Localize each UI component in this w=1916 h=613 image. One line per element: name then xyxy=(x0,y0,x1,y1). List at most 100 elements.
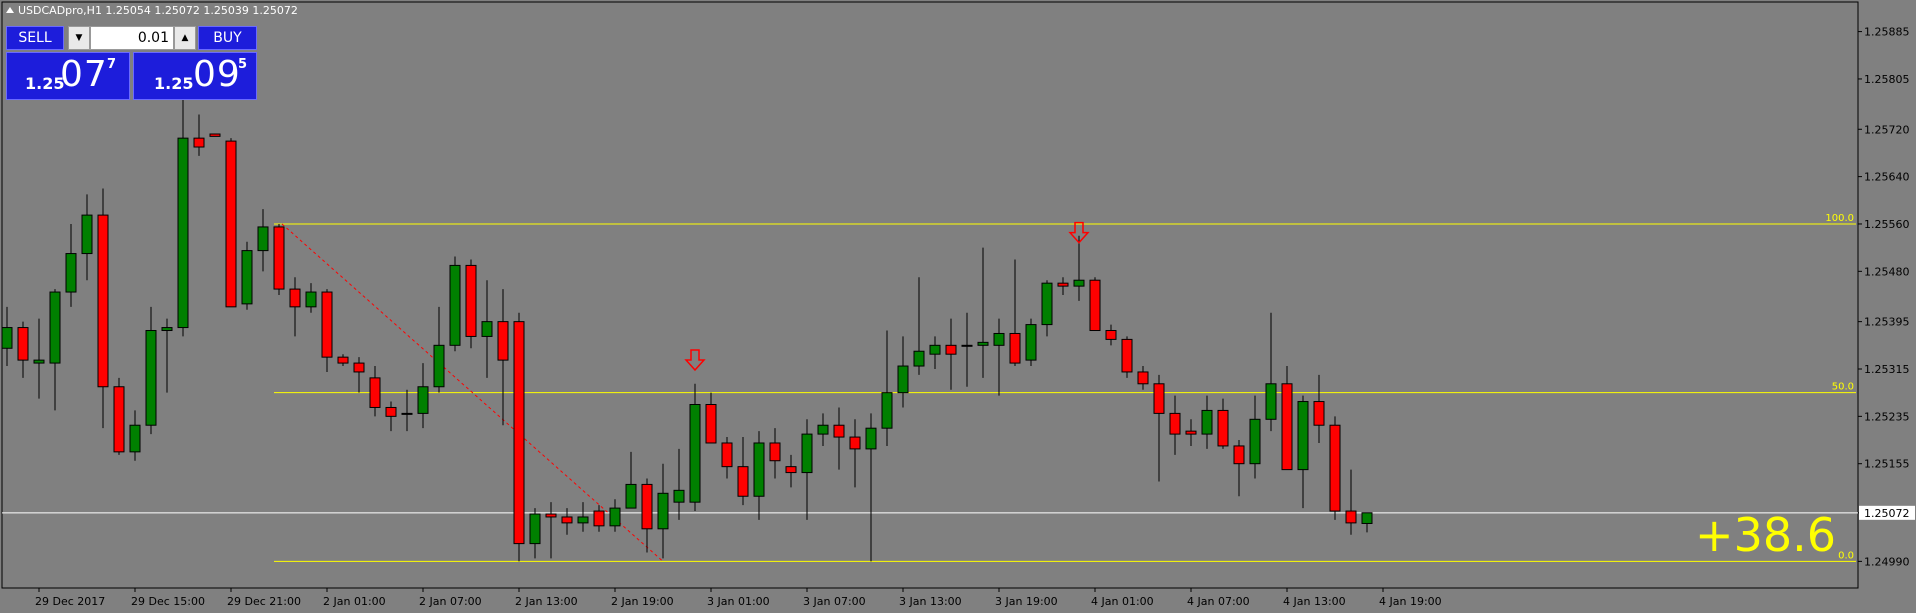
bearish-candle xyxy=(1137,371,1149,385)
x-axis-label: 3 Jan 13:00 xyxy=(899,595,962,608)
x-axis-label: 3 Jan 01:00 xyxy=(707,595,770,608)
bearish-candle xyxy=(193,137,205,148)
chart-title: USDCADpro,H1 1.25054 1.25072 1.25039 1.2… xyxy=(18,4,298,17)
bearish-candle xyxy=(705,404,717,444)
y-axis-label: 1.25480 xyxy=(1864,265,1910,278)
bullish-candle xyxy=(1249,418,1261,465)
sell-price-pips: 07 xyxy=(60,54,108,95)
x-axis-label: 4 Jan 01:00 xyxy=(1091,595,1154,608)
x-axis-label: 3 Jan 07:00 xyxy=(803,595,866,608)
bearish-candle xyxy=(1009,332,1021,364)
bearish-candle xyxy=(1153,383,1165,414)
bullish-candle xyxy=(305,291,317,308)
bearish-candle xyxy=(849,436,861,450)
bearish-candle xyxy=(737,466,749,497)
x-axis-label: 2 Jan 01:00 xyxy=(323,595,386,608)
lot-size-input[interactable] xyxy=(90,26,174,50)
bullish-candle xyxy=(657,492,669,530)
x-axis-label: 4 Jan 13:00 xyxy=(1283,595,1346,608)
bullish-candle xyxy=(673,489,685,503)
bullish-candle xyxy=(65,253,77,293)
bearish-candle xyxy=(1169,412,1181,435)
bullish-candle xyxy=(241,250,253,305)
bullish-candle xyxy=(1361,512,1373,524)
sell-price-button[interactable]: 1.25 07 7 xyxy=(6,52,130,100)
bullish-candle xyxy=(1025,324,1037,361)
y-axis-label: 1.25805 xyxy=(1864,73,1910,86)
bearish-candle xyxy=(369,377,381,408)
buy-price-button[interactable]: 1.25 09 5 xyxy=(133,52,257,100)
bearish-candle xyxy=(1185,430,1197,435)
down-arrow-icon xyxy=(1068,221,1090,244)
bearish-candle xyxy=(1233,445,1245,465)
bearish-candle xyxy=(561,516,573,524)
sell-price-prefix: 1.25 xyxy=(25,74,65,93)
bearish-candle xyxy=(337,356,349,364)
x-axis-label: 2 Jan 07:00 xyxy=(419,595,482,608)
bullish-candle xyxy=(577,516,589,524)
bearish-candle xyxy=(17,327,29,361)
bullish-candle xyxy=(161,327,173,332)
buy-price-pips: 09 xyxy=(193,54,241,95)
bullish-candle xyxy=(609,507,621,527)
bearish-candle xyxy=(497,321,509,361)
profit-indicator: +38.6 xyxy=(1695,508,1836,562)
bullish-candle xyxy=(817,424,829,435)
bearish-candle xyxy=(321,291,333,358)
bullish-candle xyxy=(1297,401,1309,471)
bullish-candle xyxy=(401,412,413,415)
lot-increase-button[interactable]: ▲ xyxy=(174,26,196,50)
bullish-candle xyxy=(449,264,461,346)
x-axis-label: 29 Dec 2017 xyxy=(35,595,105,608)
bullish-candle xyxy=(177,137,189,329)
bullish-candle xyxy=(1041,282,1053,326)
bullish-candle xyxy=(625,483,637,509)
y-axis-label: 1.25155 xyxy=(1864,458,1910,471)
bullish-candle xyxy=(417,386,429,414)
bullish-candle xyxy=(1073,279,1085,287)
sell-button[interactable]: SELL xyxy=(6,26,64,50)
bullish-candle xyxy=(1201,409,1213,435)
y-axis-label: 1.25885 xyxy=(1864,26,1910,39)
bullish-candle xyxy=(129,424,141,453)
bearish-candle xyxy=(769,442,781,462)
bearish-candle xyxy=(513,321,525,545)
bearish-candle xyxy=(641,483,653,530)
y-axis-label: 1.25072 xyxy=(1864,507,1910,520)
bullish-candle xyxy=(897,365,909,394)
bearish-candle xyxy=(1313,401,1325,426)
y-axis-label: 1.25395 xyxy=(1864,316,1910,329)
triangle-icon[interactable] xyxy=(6,7,14,13)
bullish-candle xyxy=(33,359,45,364)
bearish-candle xyxy=(385,406,397,417)
down-arrow-icon xyxy=(684,349,706,372)
bearish-candle xyxy=(1089,279,1101,332)
bearish-candle xyxy=(593,510,605,527)
chevron-up-icon: ▲ xyxy=(181,33,189,43)
bearish-candle xyxy=(1057,282,1069,287)
bullish-candle xyxy=(801,433,813,474)
chevron-down-icon: ▼ xyxy=(75,33,83,43)
bearish-candle xyxy=(1217,409,1229,447)
y-axis-label: 1.25560 xyxy=(1864,218,1910,231)
bullish-candle xyxy=(913,350,925,367)
x-axis-label: 4 Jan 19:00 xyxy=(1379,595,1442,608)
buy-button[interactable]: BUY xyxy=(198,26,257,50)
buy-price-fraction: 5 xyxy=(238,57,248,72)
y-axis-label: 1.25235 xyxy=(1864,410,1910,423)
x-axis-label: 3 Jan 19:00 xyxy=(995,595,1058,608)
bearish-candle xyxy=(113,386,125,453)
y-axis-label: 1.24990 xyxy=(1864,555,1910,568)
bearish-candle xyxy=(1329,424,1341,512)
bearish-candle xyxy=(833,424,845,438)
y-axis-label: 1.25640 xyxy=(1864,171,1910,184)
trend-line xyxy=(281,223,664,562)
bullish-candle xyxy=(481,321,493,337)
plot-area-border xyxy=(1,1,1859,589)
lot-decrease-button[interactable]: ▼ xyxy=(68,26,90,50)
x-axis-label: 2 Jan 13:00 xyxy=(515,595,578,608)
bearish-candle xyxy=(1121,338,1133,373)
bullish-candle xyxy=(689,404,701,503)
